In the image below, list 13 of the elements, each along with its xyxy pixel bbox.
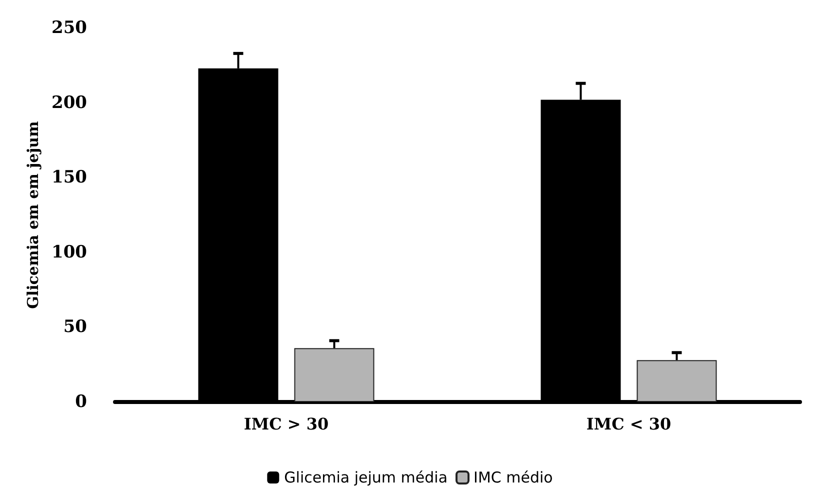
y-tick-label: 200 bbox=[52, 92, 88, 113]
legend-label: IMC médio bbox=[474, 468, 553, 486]
y-tick-label: 250 bbox=[52, 18, 88, 38]
y-axis-title: Glicemia em em jejum bbox=[24, 120, 42, 309]
x-tick-label: IMC > 30 bbox=[244, 414, 329, 434]
y-tick-label: 50 bbox=[63, 317, 88, 338]
bar bbox=[294, 348, 374, 402]
legend-label: Glicemia jejum média bbox=[284, 468, 448, 486]
bar bbox=[636, 360, 717, 402]
y-tick-label: 0 bbox=[75, 392, 88, 412]
y-tick-label: 150 bbox=[52, 168, 88, 188]
y-tick-label: 100 bbox=[52, 242, 88, 262]
x-tick-label: IMC < 30 bbox=[586, 414, 672, 434]
